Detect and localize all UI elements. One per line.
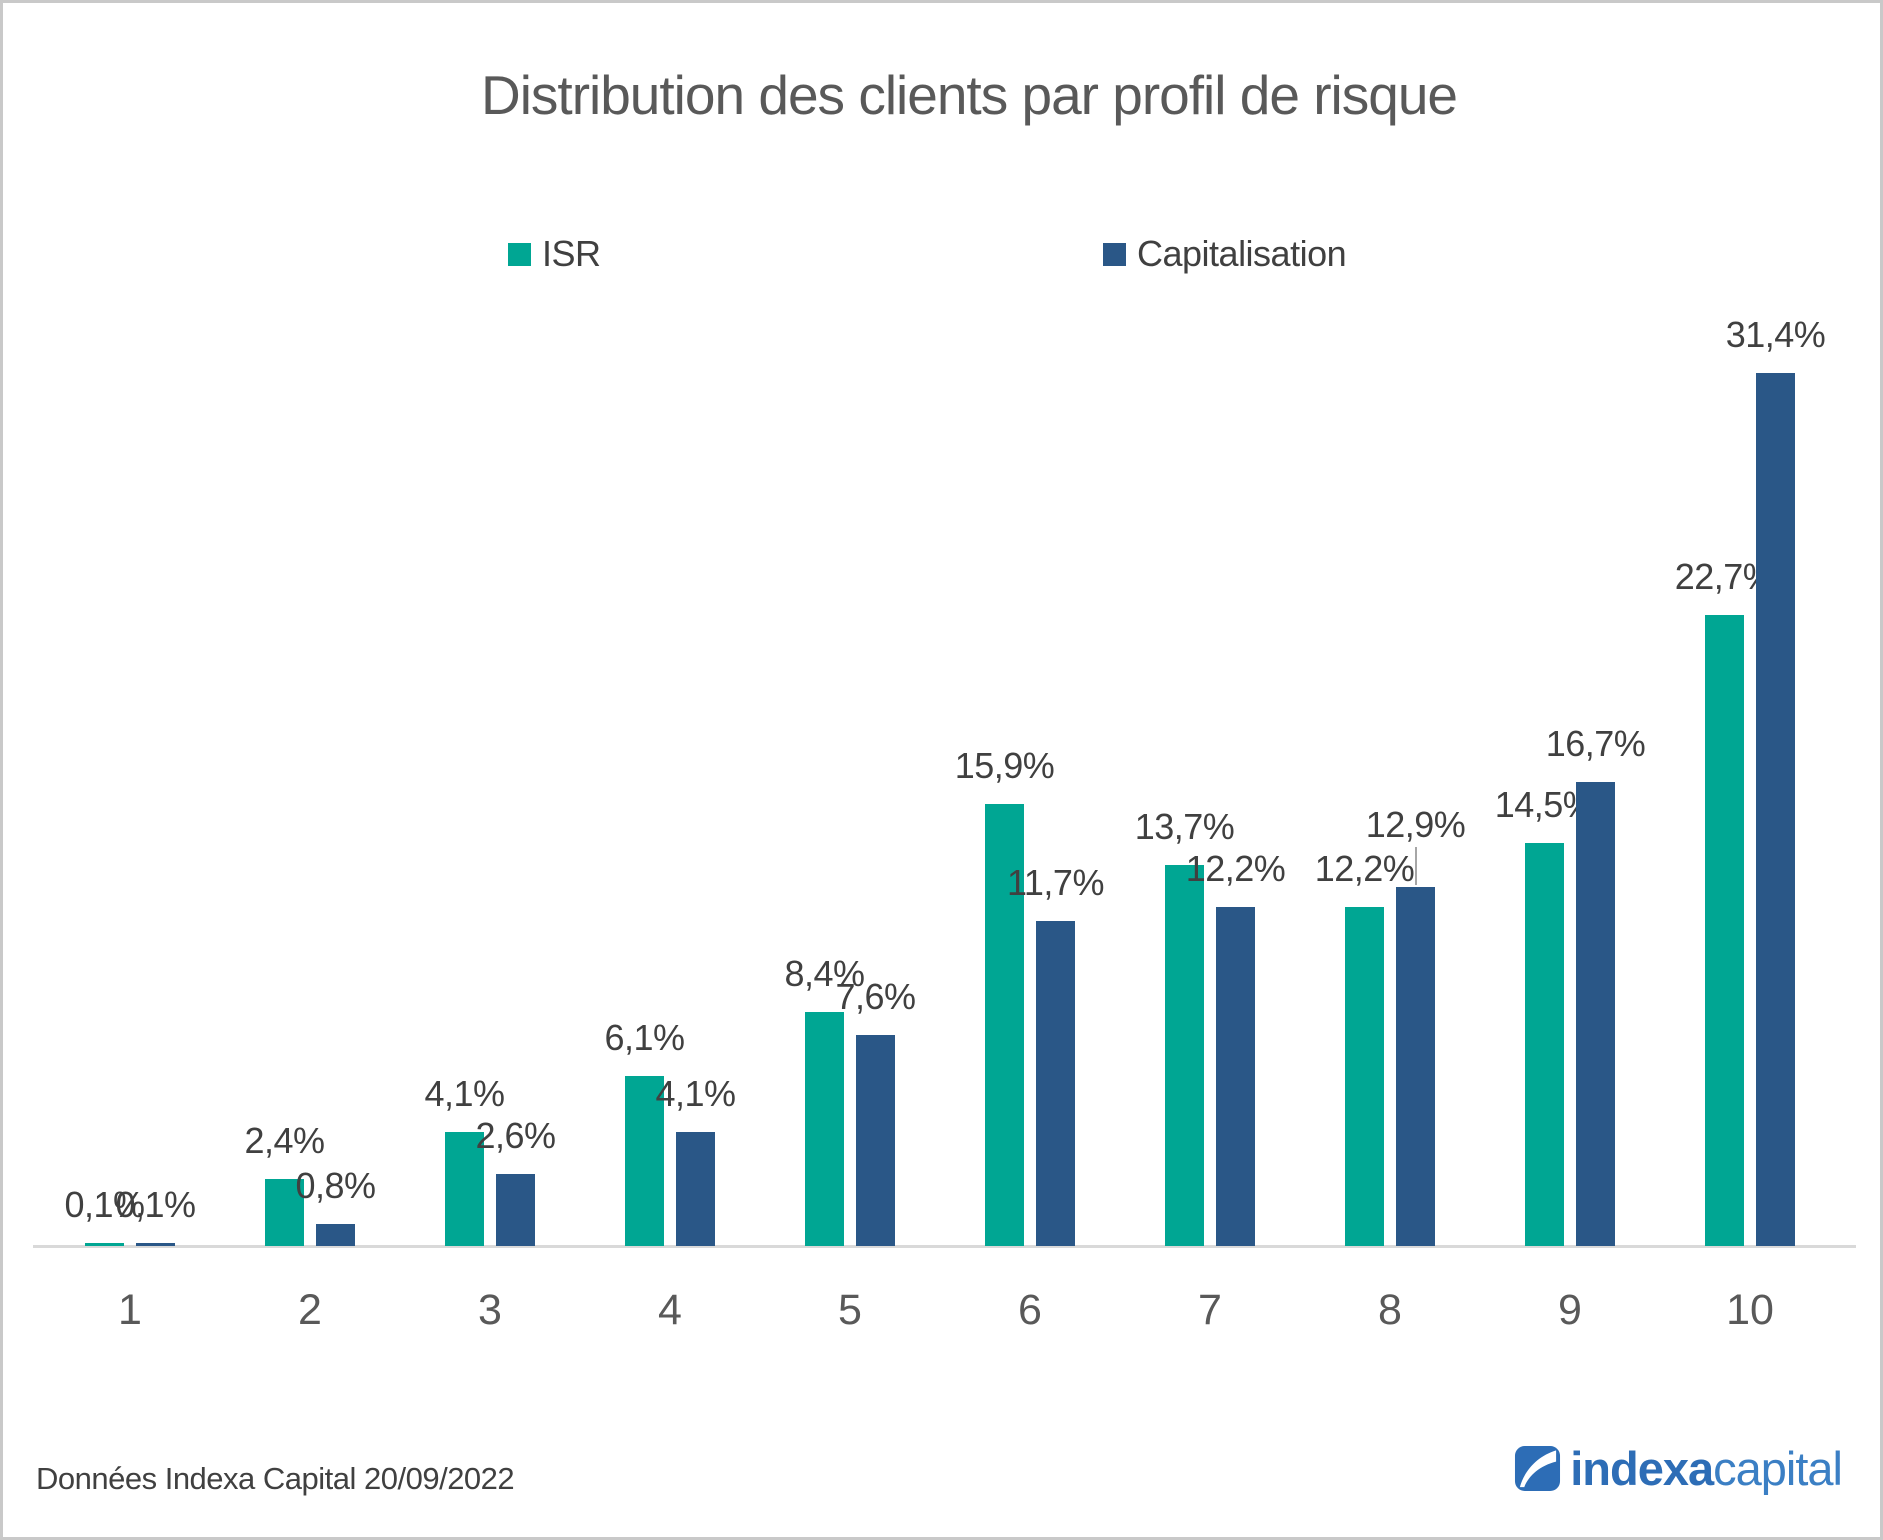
bar-capitalisation-6 <box>1036 921 1075 1246</box>
data-label-capitalisation-7: 12,2% <box>1185 848 1286 889</box>
data-label-capitalisation-8: 12,9% <box>1365 804 1466 845</box>
x-tick-8: 8 <box>1378 1286 1402 1334</box>
bar-isr-5 <box>805 1012 844 1246</box>
bar-isr-3 <box>445 1132 484 1246</box>
plot-area: 0,1% 0,1% 2,4% 0,8% 4,1% 2,6% 6,1% 4,1% 8,4% 7,6%… <box>33 283 1856 1248</box>
data-label-capitalisation-4: 4,1% <box>655 1073 736 1114</box>
data-label-capitalisation-9: 16,7% <box>1545 723 1646 764</box>
bar-isr-2 <box>265 1179 304 1246</box>
legend-swatch-isr-icon <box>508 242 531 266</box>
bar-capitalisation-9 <box>1576 782 1615 1246</box>
bar-capitalisation-1 <box>136 1243 175 1246</box>
bar-isr-4 <box>625 1076 664 1246</box>
x-tick-2: 2 <box>298 1286 322 1334</box>
bar-isr-7 <box>1165 865 1204 1246</box>
data-label-capitalisation-1: 0,1% <box>115 1184 196 1225</box>
data-label-capitalisation-10: 31,4% <box>1725 314 1826 355</box>
data-label-isr-5: 8,4% <box>784 953 865 994</box>
x-tick-4: 4 <box>658 1286 682 1334</box>
bar-capitalisation-5 <box>856 1035 895 1246</box>
x-tick-6: 6 <box>1018 1286 1042 1334</box>
data-label-capitalisation-3: 2,6% <box>475 1115 556 1156</box>
x-tick-3: 3 <box>478 1286 502 1334</box>
bar-isr-8 <box>1345 907 1384 1246</box>
bar-capitalisation-2 <box>316 1224 355 1246</box>
bar-capitalisation-4 <box>676 1132 715 1246</box>
page-title: Distribution des clients par profil de r… <box>480 64 1458 126</box>
bar-capitalisation-8 <box>1396 887 1435 1246</box>
legend-label-isr: ISR <box>542 233 601 274</box>
legend-item-isr: ISR <box>508 233 601 275</box>
logo-text-bold: indexa <box>1570 1442 1714 1495</box>
x-tick-7: 7 <box>1198 1286 1222 1334</box>
data-label-leader-line <box>1414 847 1417 885</box>
bar-isr-1 <box>85 1243 124 1246</box>
data-label-isr-3: 4,1% <box>424 1073 505 1114</box>
bar-capitalisation-3 <box>496 1174 535 1246</box>
data-label-capitalisation-6: 11,7% <box>1007 862 1104 903</box>
legend-label-capitalisation: Capitalisation <box>1137 233 1347 274</box>
logo-mark-icon <box>1515 1445 1561 1492</box>
bar-isr-9 <box>1525 843 1564 1246</box>
data-label-capitalisation-2: 0,8% <box>295 1165 376 1206</box>
data-label-isr-6: 15,9% <box>954 745 1055 786</box>
x-tick-5: 5 <box>838 1286 862 1334</box>
footer-note: Données Indexa Capital 20/09/2022 <box>36 1461 515 1496</box>
indexa-capital-logo: indexacapital <box>1514 1441 1843 1496</box>
data-label-isr-7: 13,7% <box>1134 806 1235 847</box>
data-label-isr-2: 2,4% <box>244 1120 325 1161</box>
bar-isr-6 <box>985 804 1024 1246</box>
x-tick-9: 9 <box>1558 1286 1582 1334</box>
legend-item-capitalisation: Capitalisation <box>1103 233 1347 275</box>
data-label-capitalisation-5: 7,6% <box>835 976 916 1017</box>
bar-isr-10 <box>1705 615 1744 1246</box>
data-label-isr-4: 6,1% <box>604 1017 685 1058</box>
logo-text-light: capital <box>1713 1442 1843 1495</box>
x-tick-1: 1 <box>118 1286 142 1334</box>
x-axis-line <box>33 1245 1856 1248</box>
legend-swatch-capitalisation-icon <box>1103 242 1126 266</box>
logo-text: indexacapital <box>1570 1441 1843 1496</box>
data-label-isr-1: 0,1% <box>64 1184 145 1225</box>
x-tick-10: 10 <box>1726 1286 1774 1334</box>
bar-capitalisation-10 <box>1756 373 1795 1246</box>
bar-capitalisation-7 <box>1216 907 1255 1246</box>
data-label-isr-8: 12,2% <box>1314 848 1415 889</box>
